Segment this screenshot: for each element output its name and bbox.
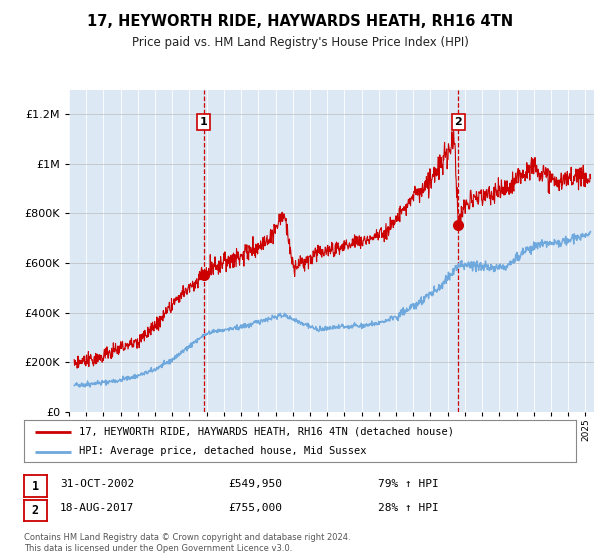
Text: 2: 2: [454, 117, 462, 127]
Text: Contains HM Land Registry data © Crown copyright and database right 2024.
This d: Contains HM Land Registry data © Crown c…: [24, 533, 350, 553]
Text: 18-AUG-2017: 18-AUG-2017: [60, 503, 134, 514]
Text: £549,950: £549,950: [228, 479, 282, 489]
Text: 1: 1: [200, 117, 208, 127]
Text: 17, HEYWORTH RIDE, HAYWARDS HEATH, RH16 4TN: 17, HEYWORTH RIDE, HAYWARDS HEATH, RH16 …: [87, 14, 513, 29]
Text: 1: 1: [32, 479, 39, 493]
Text: 17, HEYWORTH RIDE, HAYWARDS HEATH, RH16 4TN (detached house): 17, HEYWORTH RIDE, HAYWARDS HEATH, RH16 …: [79, 427, 454, 437]
Text: £755,000: £755,000: [228, 503, 282, 514]
Text: 2: 2: [32, 503, 39, 517]
Text: HPI: Average price, detached house, Mid Sussex: HPI: Average price, detached house, Mid …: [79, 446, 367, 456]
Text: 79% ↑ HPI: 79% ↑ HPI: [378, 479, 439, 489]
Text: Price paid vs. HM Land Registry's House Price Index (HPI): Price paid vs. HM Land Registry's House …: [131, 36, 469, 49]
Text: 28% ↑ HPI: 28% ↑ HPI: [378, 503, 439, 514]
Text: 31-OCT-2002: 31-OCT-2002: [60, 479, 134, 489]
